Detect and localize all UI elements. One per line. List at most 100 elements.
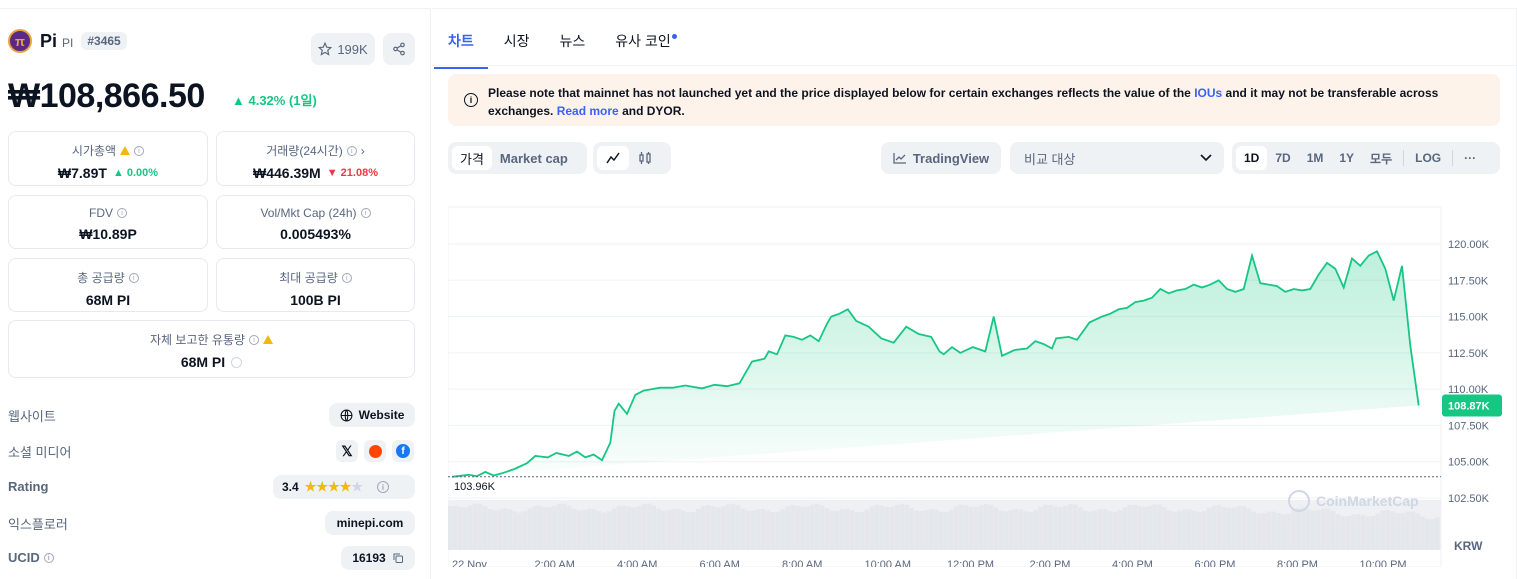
volume-bar — [1058, 506, 1063, 550]
market-cap-tab[interactable]: Market cap — [499, 150, 568, 166]
price-tab[interactable]: 가격 — [452, 146, 492, 170]
explorer-button[interactable]: minepi.com — [325, 511, 415, 535]
log-scale-button[interactable]: LOG — [1415, 151, 1442, 165]
range-1y[interactable]: 1Y — [1339, 151, 1355, 165]
range-all[interactable]: 모두 — [1370, 151, 1393, 166]
volume-bar — [517, 512, 523, 550]
x-twitter-icon[interactable]: 𝕏 — [336, 440, 358, 462]
mainnet-notice: i Please note that mainnet has not launc… — [448, 74, 1500, 126]
volume-bar — [1211, 505, 1217, 550]
volume-bar — [854, 511, 860, 550]
range-7d[interactable]: 7D — [1275, 151, 1291, 165]
volume-bar — [1360, 515, 1366, 550]
volume-bar — [661, 510, 666, 550]
volume-bar — [1187, 509, 1192, 550]
price-line — [451, 250, 1420, 478]
volume-bar — [760, 508, 766, 550]
volume-bar — [666, 510, 671, 550]
ious-link[interactable]: IOUs — [1194, 86, 1223, 100]
line-chart-icon — [606, 152, 620, 164]
y-tick-label: 115.00K — [1448, 312, 1489, 324]
self-reported-label: 자체 보고한 유통량 — [150, 333, 245, 347]
range-1m[interactable]: 1M — [1306, 151, 1324, 165]
volume-bar — [1157, 504, 1162, 550]
reddit-icon[interactable] — [364, 440, 386, 462]
fdv-card: FDV i ₩10.89P — [8, 195, 208, 249]
volume-bar — [1087, 511, 1093, 550]
more-options-button[interactable]: ··· — [1464, 151, 1477, 165]
open-price-label: 103.96K — [454, 481, 496, 493]
y-tick-label: 117.50K — [1448, 275, 1489, 287]
volume-bar — [1420, 516, 1425, 550]
info-icon: i — [128, 272, 139, 283]
volume-bar — [1355, 513, 1361, 550]
line-chart-button[interactable] — [597, 146, 629, 170]
volume-bar — [1043, 504, 1048, 550]
volume-bar — [542, 506, 547, 550]
volume-bar — [1162, 507, 1167, 550]
volume-bar — [844, 508, 850, 550]
pi-logo: π — [8, 29, 32, 53]
volume-bar — [1063, 505, 1068, 550]
volume-bar — [1276, 512, 1281, 550]
volume-bar — [1177, 510, 1182, 550]
fdv-value: ₩10.89P — [79, 226, 137, 242]
volume-bar — [1330, 510, 1336, 550]
tradingview-label: TradingView — [912, 150, 990, 166]
watchlist-button[interactable]: 199K — [311, 33, 375, 65]
volume-bar — [1068, 504, 1073, 550]
volume-bar — [1306, 509, 1311, 550]
compare-select[interactable]: 비교 대상 — [1010, 142, 1224, 174]
tab-chart[interactable]: 차트 — [434, 21, 488, 69]
volume-bar — [522, 511, 527, 550]
price-chart[interactable]: 120.00K 117.50K 115.00K 112.50K 110.00K 107.5… — [448, 197, 1517, 567]
volume-bar — [1311, 510, 1316, 550]
volume-bar — [1266, 511, 1271, 550]
fdv-label: FDV — [89, 206, 113, 220]
tradingview-button[interactable]: TradingView — [881, 142, 1001, 174]
volume-bar — [616, 506, 622, 550]
volume-bar — [978, 505, 984, 550]
tab-divider — [432, 65, 1516, 66]
price-value: ₩108,866.50 — [8, 77, 205, 115]
volume-bar — [929, 508, 934, 550]
tab-similar-coins[interactable]: 유사 코인 — [615, 21, 677, 57]
volume-bar — [834, 510, 840, 550]
x-tick-label: 10:00 AM — [865, 559, 911, 567]
candlestick-icon — [639, 152, 651, 164]
volume-bar — [1340, 516, 1346, 550]
share-button[interactable] — [383, 33, 415, 65]
tab-markets[interactable]: 시장 — [503, 33, 530, 49]
volume-bar — [1132, 504, 1138, 550]
volume-bar — [656, 508, 661, 550]
volume-bar — [795, 505, 800, 550]
website-button[interactable]: Website — [329, 403, 415, 427]
x-tick-label: 8:00 PM — [1277, 559, 1318, 567]
tab-news[interactable]: 뉴스 — [559, 33, 586, 49]
read-more-link[interactable]: Read more — [556, 104, 619, 118]
rating-pill[interactable]: 3.4 ★★★★★ i — [273, 475, 415, 499]
volume-bar — [1137, 506, 1143, 550]
tab-bar: 차트 시장 뉴스 유사 코인 — [434, 21, 706, 69]
ucid-row-label: UCID i — [8, 550, 54, 565]
market-cap-card[interactable]: 시가총액 i ₩7.89T ▲ 0.00% — [8, 131, 208, 186]
range-1d[interactable]: 1D — [1236, 146, 1268, 170]
volume-bar — [1117, 510, 1123, 550]
volume-bar — [715, 507, 721, 550]
volume-bar — [581, 509, 587, 550]
x-tick-label: 6:00 AM — [700, 559, 740, 567]
candlestick-button[interactable] — [629, 146, 661, 170]
rating-stars: ★★★★★ — [304, 479, 363, 494]
volume-bar — [631, 507, 637, 550]
volume-bar — [1127, 504, 1133, 550]
volume-bar — [527, 508, 532, 550]
volume-bar — [626, 506, 632, 550]
volume-card[interactable]: 거래량(24시간) i › ₩446.39M ▼ 21.08% — [216, 131, 415, 186]
max-supply-label: 최대 공급량 — [279, 271, 338, 285]
volume-bar — [696, 508, 701, 550]
facebook-icon[interactable]: f — [392, 440, 414, 462]
volume-bar — [745, 510, 751, 550]
price-change: ▲ 4.32% (1일) — [232, 93, 317, 108]
volume-bar — [884, 506, 890, 550]
ucid-copy-button[interactable]: 16193 — [341, 546, 415, 570]
